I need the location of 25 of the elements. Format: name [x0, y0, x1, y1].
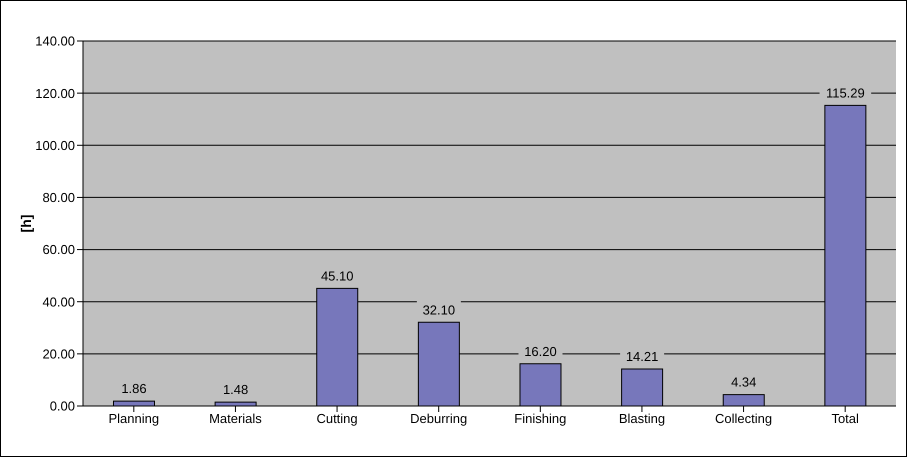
y-tick-label: 80.00: [42, 190, 75, 206]
x-tick-label: Materials: [209, 411, 262, 426]
y-tick-label: 120.00: [35, 86, 75, 101]
x-tick-label: Planning: [108, 411, 160, 426]
x-tick-label: Blasting: [618, 411, 666, 426]
data-label: 1.86: [121, 381, 147, 396]
x-tick-label: Deburring: [410, 411, 468, 426]
y-tick-label: 60.00: [42, 242, 75, 258]
y-tick-label: 0.00: [50, 398, 75, 414]
data-label: 45.10: [320, 268, 354, 284]
y-axis-title: [h]: [18, 214, 34, 232]
data-label: 14.21: [626, 348, 658, 364]
y-tick-label: 100.00: [35, 138, 75, 153]
x-tick-label: Collecting: [715, 411, 772, 426]
x-tick-label: Cutting: [316, 411, 358, 426]
y-tick-label: 40.00: [42, 294, 75, 310]
x-tick-label: Finishing: [514, 411, 566, 426]
data-label: 4.34: [731, 374, 756, 390]
y-tick-label: 20.00: [42, 346, 75, 362]
data-label: 16.20: [524, 344, 557, 359]
data-label: 1.48: [222, 382, 248, 398]
data-label: 115.29: [826, 85, 865, 100]
y-tick-label: 140.00: [35, 34, 75, 49]
x-tick-label: Total: [831, 411, 860, 426]
data-label: 32.10: [422, 302, 456, 318]
